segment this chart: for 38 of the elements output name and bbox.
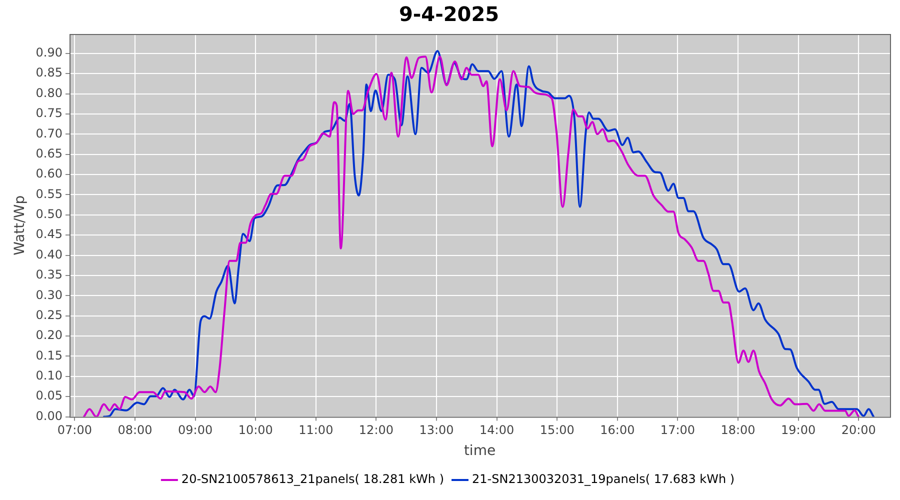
y-tick-label: 0.15: [36, 348, 63, 362]
x-tick-label: 18:00: [720, 423, 756, 438]
x-tick-label: 12:00: [358, 423, 394, 438]
legend-label: 20-SN2100578613_21panels( 18.281 kWh ): [181, 472, 444, 486]
y-tick-label: 0.10: [36, 368, 63, 383]
y-tick-label: 0.60: [36, 166, 63, 181]
y-tick-label: 0.30: [36, 288, 63, 302]
x-tick-label: 11:00: [298, 423, 334, 438]
x-tick-label: 15:00: [540, 423, 574, 438]
y-tick-label: 0.85: [36, 66, 63, 80]
legend-label: 21-SN2130032031_19panels( 17.683 kWh ): [472, 472, 735, 486]
x-tick-label: 16:00: [600, 423, 635, 438]
y-tick-label: 0.35: [36, 268, 63, 282]
y-tick-label: 0.40: [36, 247, 63, 262]
y-tick-label: 0.90: [36, 46, 63, 60]
x-tick-label: 14:00: [480, 423, 514, 438]
x-tick-label: 13:00: [419, 423, 454, 438]
x-tick-label: 08:00: [118, 423, 152, 438]
y-tick-label: 0.50: [36, 207, 63, 222]
y-tick-label: 0.75: [36, 106, 63, 120]
y-tick-label: 0.80: [36, 86, 63, 100]
y-tick-label: 0.45: [36, 227, 63, 242]
y-tick-label: 0.25: [36, 308, 63, 322]
y-tick-label: 0.65: [36, 146, 63, 160]
y-tick-label: 0.00: [36, 408, 63, 423]
y-axis-title: Watt/Wp: [12, 195, 28, 256]
x-tick-label: 17:00: [660, 423, 696, 438]
y-tick-label: 0.70: [36, 126, 63, 140]
y-tick-label: 0.55: [36, 186, 63, 201]
x-tick-label: 10:00: [238, 423, 273, 438]
chart-title: 9-4-2025: [398, 2, 500, 26]
x-tick-label: 19:00: [781, 423, 816, 438]
x-tick-label: 07:00: [57, 423, 92, 438]
x-axis-title: time: [464, 443, 496, 460]
x-tick-label: 20:00: [841, 423, 876, 438]
y-tick-label: 0.20: [36, 328, 63, 342]
y-tick-label: 0.05: [36, 388, 63, 403]
x-tick-label: 09:00: [178, 423, 213, 438]
